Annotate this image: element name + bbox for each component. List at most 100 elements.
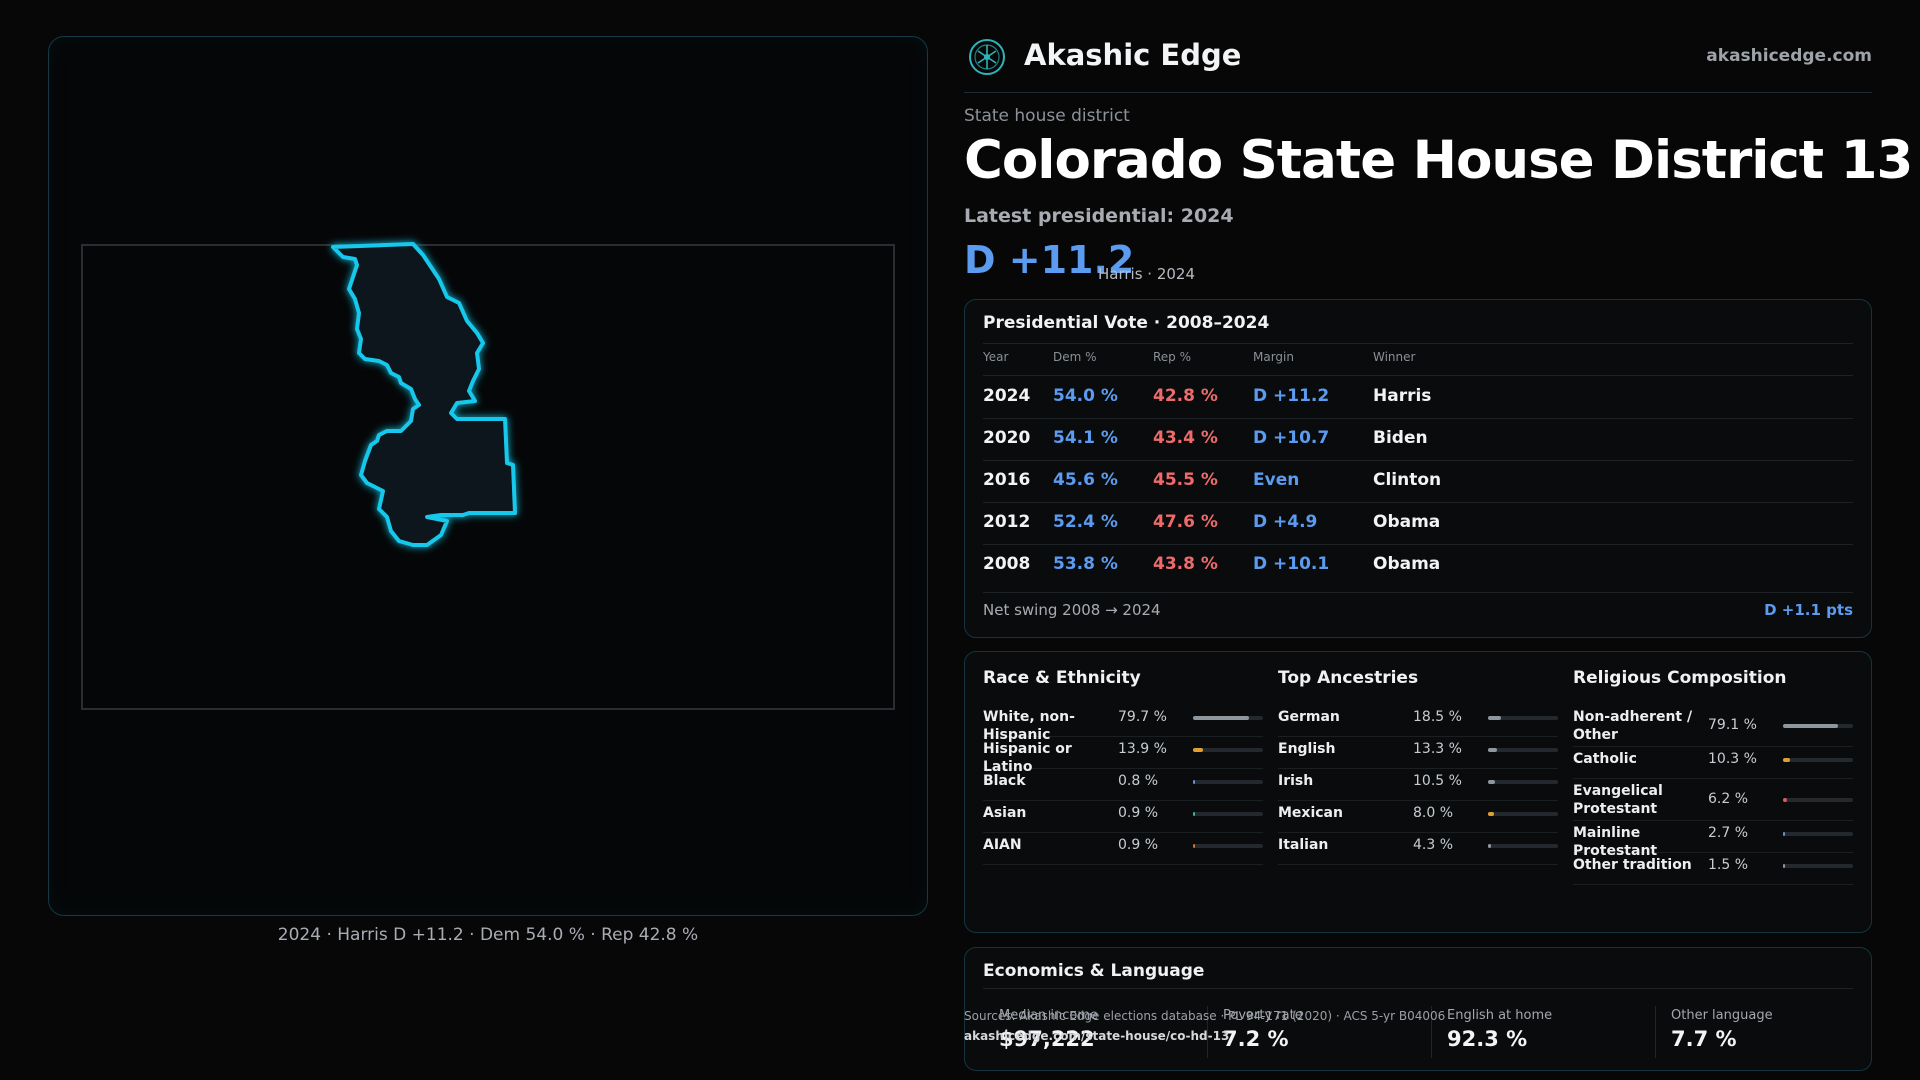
item-label: Non-adherent / Other [1573,709,1693,743]
item-value: 1.5 % [1708,857,1749,873]
stat-label: English at home [1447,1008,1553,1023]
cell-winner: Harris [1373,386,1432,406]
list-item: Irish 10.5 % [1278,768,1558,801]
cell-dem-pct: 52.4 % [1053,512,1118,532]
item-label: Mexican [1278,805,1343,821]
map-panel[interactable] [48,36,928,916]
divider [983,592,1853,593]
stat-value: 92.3 % [1447,1027,1528,1051]
cell-dem-pct: 54.0 % [1053,386,1118,406]
cell-margin: D +11.2 [1253,386,1330,406]
site-link[interactable]: akashicedge.com [1706,46,1872,66]
col-header-rep: Rep % [1153,350,1192,364]
bar-fill [1783,832,1785,836]
bar-fill [1783,758,1791,762]
stat-label: Poverty rate [1223,1008,1303,1023]
list-item: Hispanic or Latino 13.9 % [983,736,1263,775]
bar-fill [1488,716,1501,720]
district-map[interactable] [49,37,927,915]
list-item: Catholic 10.3 % [1573,746,1853,779]
cell-dem-pct: 45.6 % [1053,470,1118,490]
cell-dem-pct: 53.8 % [1053,554,1118,574]
list-item: Asian 0.9 % [983,800,1263,833]
item-value: 6.2 % [1708,791,1749,807]
stat-value: 7.2 % [1223,1027,1289,1051]
row-divider [983,502,1853,503]
source-note: Sources: Akashic Edge elections database… [964,1006,1445,1046]
map-caption: 2024 · Harris D +11.2 · Dem 54.0 % · Rep… [277,925,699,945]
stat-english-at-home: English at home 92.3 % [1447,1008,1552,1051]
item-label: Asian [983,805,1027,821]
district-shape[interactable] [331,242,517,547]
item-label: Hispanic or Latino [983,741,1072,775]
bar-fill [1488,812,1494,816]
cell-winner: Biden [1373,428,1428,448]
bar-fill [1783,864,1785,868]
cell-winner: Clinton [1373,470,1442,490]
headline-margin: D +11.2 [964,238,1135,282]
district-type: State house district [964,106,1130,126]
top-bar: Akashic Edge akashicedge.com [964,36,1872,93]
col-header-year: Year [983,350,1009,364]
list-item: Mainline Protestant 2.7 % [1573,820,1853,859]
item-label: German [1278,709,1340,725]
row-divider [983,460,1853,461]
item-value: 2.7 % [1708,825,1749,841]
latest-presidential: Latest presidential: 2024 [964,205,1234,227]
list-item: Other tradition 1.5 % [1573,852,1853,885]
item-label: Irish [1278,773,1314,789]
net-swing-value: D +1.1 pts [1764,601,1853,619]
cell-margin: Even [1253,470,1300,490]
cell-winner: Obama [1373,512,1441,532]
divider [983,375,1853,376]
item-value: 13.3 % [1413,741,1462,757]
list-item: Black 0.8 % [983,768,1263,801]
bar-track [1783,724,1853,728]
col-header-dem: Dem % [1053,350,1097,364]
list-item: Non-adherent / Other 79.1 % [1573,704,1853,747]
headline-margin-sub: Harris · 2024 [1098,265,1196,283]
stat-median-income: Median income $97,222 [999,1008,1098,1051]
row-divider [983,418,1853,419]
stat-label: Median income [999,1008,1099,1023]
bar-fill [1193,748,1203,752]
bar-track [1193,812,1263,816]
bar-fill [1193,844,1195,848]
divider [1655,1006,1656,1058]
stat-poverty-rate: Poverty rate 7.2 % [1223,1008,1303,1051]
divider [983,343,1853,344]
bar-track [1193,748,1263,752]
divider [1207,1006,1208,1058]
cell-rep-pct: 43.4 % [1153,428,1218,448]
bar-track [1783,832,1853,836]
cell-rep-pct: 45.5 % [1153,470,1218,490]
list-item: German 18.5 % [1278,704,1558,737]
item-value: 10.3 % [1708,751,1757,767]
bar-fill [1783,724,1839,728]
item-value: 0.9 % [1118,837,1159,853]
col-header-margin: Margin [1253,350,1294,364]
section-title: Religious Composition [1573,668,1787,688]
cell-year: 2024 [983,386,1031,406]
bar-track [1488,844,1558,848]
item-label: Italian [1278,837,1329,853]
bar-track [1193,716,1263,720]
item-label: Evangelical Protestant [1573,783,1663,817]
section-title: Top Ancestries [1278,668,1419,688]
bar-track [1783,798,1853,802]
list-item: Italian 4.3 % [1278,832,1558,865]
stat-other-language: Other language 7.7 % [1671,1008,1773,1051]
logo-icon[interactable] [968,38,1006,76]
bar-track [1783,758,1853,762]
brand-name[interactable]: Akashic Edge [1024,38,1242,72]
cell-margin: D +4.9 [1253,512,1318,532]
divider [983,988,1853,989]
economics-card: Economics & Language Median income $97,2… [964,947,1872,1071]
bar-track [1488,812,1558,816]
source-url[interactable]: akashicedge.com/state-house/co-hd-13 [964,1029,1230,1043]
item-value: 0.8 % [1118,773,1159,789]
demographics-card: Race & Ethnicity White, non-Hispanic 79.7… [964,651,1872,933]
bar-track [1488,748,1558,752]
bar-track [1193,780,1263,784]
item-value: 13.9 % [1118,741,1167,757]
